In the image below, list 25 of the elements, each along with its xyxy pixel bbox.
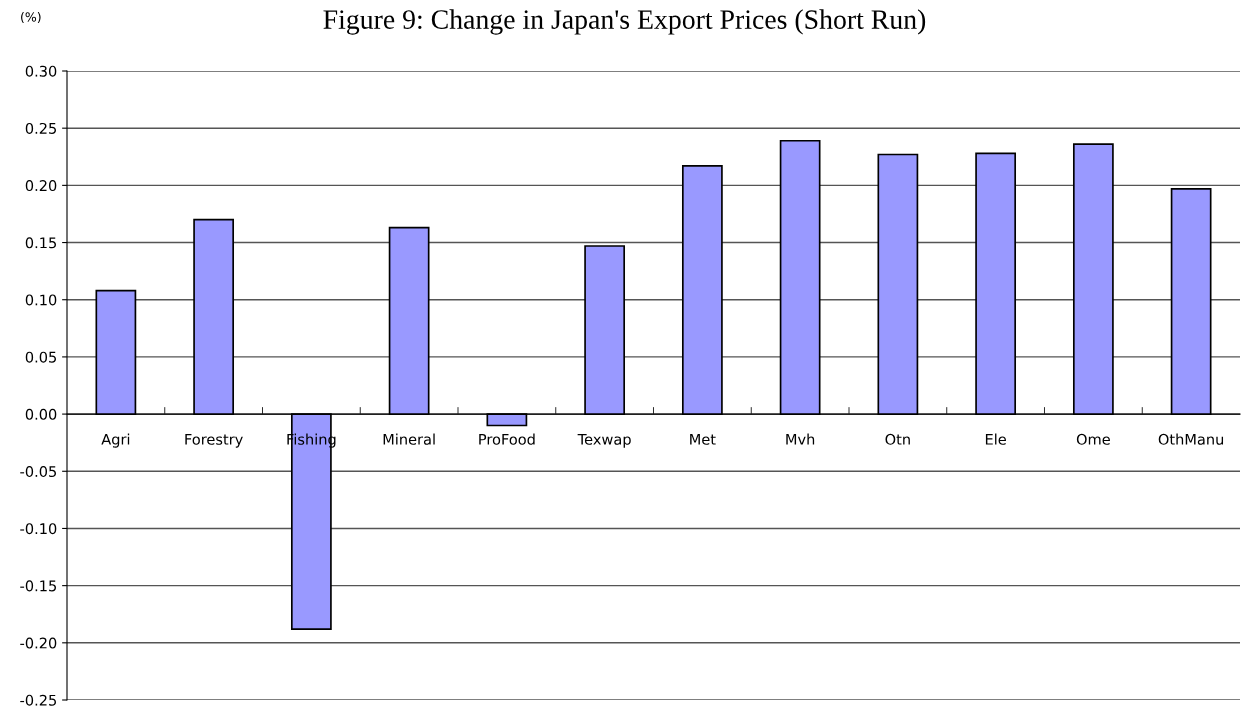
x-tick-label: Mvh	[786, 433, 815, 445]
x-tick-label: Agri	[101, 433, 130, 448]
y-tick-label: -0.10	[20, 523, 57, 535]
y-tick-label: -0.20	[20, 637, 57, 649]
y-axis-title: (%)	[21, 11, 41, 24]
y-tick-label: 0.00	[25, 408, 57, 420]
y-tick-label: -0.05	[20, 465, 57, 478]
y-tick-label: 0.20	[25, 180, 57, 192]
y-tick-label: 0.15	[25, 237, 56, 249]
y-tick-label: 0.30	[25, 65, 57, 77]
x-tick-label: Forestry	[185, 433, 243, 448]
y-tick-label: -0.25	[20, 694, 57, 706]
x-tick-label: Texwap	[577, 433, 631, 448]
x-tick-label: Ome	[1076, 433, 1110, 445]
y-tick-label: 0.05	[25, 351, 56, 363]
x-tick-label: OthManu	[1158, 433, 1224, 445]
x-tick-label: Ele	[985, 433, 1006, 445]
y-tick-label: 0.10	[25, 294, 57, 306]
x-tick-label: ProFood	[479, 433, 535, 445]
x-tick-label: Met	[690, 433, 716, 445]
y-tick-label: -0.15	[20, 580, 57, 592]
chart-title: Figure 9: Change in Japan's Export Prices (Short Run)	[323, 9, 926, 35]
x-tick-label: Mineral	[383, 433, 435, 445]
x-tick-label: Otn	[885, 433, 910, 445]
y-tick-label: 0.25	[25, 122, 56, 134]
